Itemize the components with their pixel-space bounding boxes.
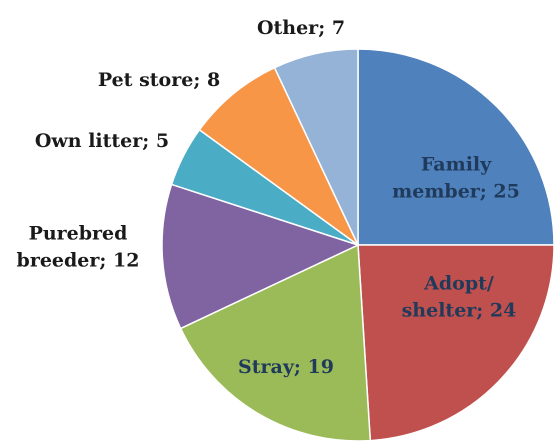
pie-slice-adopt-shelter: [357, 244, 555, 441]
pie-slice-other: [273, 48, 359, 246]
pie-label-pet-store: Pet store; 8: [98, 69, 220, 91]
pie-label-family-member: Family member; 25: [392, 154, 520, 203]
pie-label-adopt-shelter: Adopt/shelter; 24: [402, 273, 517, 322]
pie-slice-pet-store: [198, 66, 359, 246]
pie-slice-family-member: [357, 48, 555, 246]
pie-label-stray: Stray; 19: [238, 356, 334, 378]
pie-label-other: Other; 7: [257, 17, 345, 39]
pie-slice-purebred-breeder: [161, 183, 361, 330]
pie-label-own-litter: Own litter; 5: [35, 130, 169, 152]
pie-label-purebred-breeder: Purebred breeder; 12: [17, 223, 140, 272]
